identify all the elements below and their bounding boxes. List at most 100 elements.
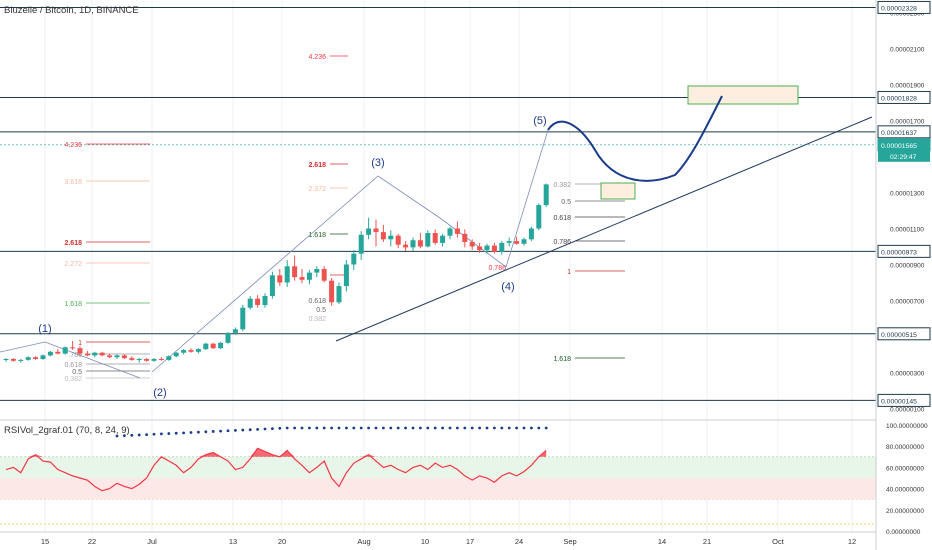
ma-dot [411,426,415,430]
candle [469,242,475,247]
fib-level-label: 0.618 [64,362,82,369]
ma-dot [145,433,149,436]
ma-dot [197,430,200,434]
ma-dot [544,426,548,430]
candle [454,228,460,234]
ma-dot [404,426,407,430]
ma-dot [115,434,119,438]
candle [47,351,53,356]
fib-level-label: 1.618 [553,356,571,363]
price-tick-label: 0.00001100 [890,227,924,234]
candle [255,298,261,305]
ma-dot [167,432,171,435]
time-tick-label: 14 [658,537,666,546]
fib-level-label: 0.786 [553,239,571,246]
ma-dot [219,429,223,433]
annotations: (1) (2) (3) (4) (5) [0,85,873,399]
fib-level-label: 0.618 [308,298,326,305]
wave-line [151,129,549,373]
candle [358,234,364,254]
fib-level-label: 0.786 [488,265,506,272]
ma-dot [189,431,193,434]
ma-dot [337,426,341,430]
symbol-title: Bluzelle / Bitcoin, 1D, BINANCE [4,5,139,16]
candle [195,349,201,352]
fib-level-label: 0.382 [553,182,571,189]
candle [181,350,187,353]
candle [536,205,542,229]
ma-dot [530,426,533,430]
ma-dot [256,427,259,431]
grid [44,0,853,532]
price-level-value: 0.00002328 [881,5,917,12]
candle [314,269,320,273]
price-level-value: 0.00001828 [881,95,917,102]
countdown-tag [878,150,930,162]
candle [158,359,164,360]
price-tick-label: 0.00001700 [890,119,925,126]
fib-level-label: 2.618 [308,162,326,169]
ma-dot [359,426,363,430]
candle [543,184,549,206]
candle [491,245,497,252]
ma-dot [160,432,163,436]
candle [188,350,194,352]
fib-level-label: 1 [567,269,571,276]
price-tick-label: 0.00000900 [890,263,925,270]
fib-labels: 4.2363.6182.6182.2721.6181.7860.6180.50.… [64,54,625,383]
time-tick-label: Sep [563,537,576,546]
trend-line [335,116,873,342]
candle [62,347,68,354]
fib-level-label: 1.618 [308,232,326,239]
candle [136,359,142,360]
price-level-value: 0.00000973 [881,249,917,256]
ma-dot [248,428,252,432]
ma-dot [211,430,215,433]
candle [351,253,357,265]
price-level-tag [877,393,931,407]
fib-level-label: 3.618 [64,179,82,186]
forecast-path [547,95,723,182]
candle [55,351,61,354]
candle [99,352,105,356]
fib-level-label: 0.5 [316,307,326,314]
fib-level-label: 0.5 [561,199,571,206]
ma-dot [322,426,326,430]
ma-dot [507,426,511,430]
ma-dot [130,433,134,437]
ma-dot [308,426,311,430]
ma-dot [463,426,467,430]
price-level-tag [877,125,931,139]
candle [388,235,394,240]
candle [343,264,349,287]
ma-dot [285,426,289,430]
time-tick-label: Aug [357,537,370,546]
candle [528,228,534,240]
fib-level-label: 0.5 [72,369,82,376]
candle [417,240,423,247]
ma-dot [522,426,526,430]
price-tick-label: 0.00001300 [890,191,925,198]
price-level-value: 0.00000145 [881,398,917,405]
candle [410,240,416,248]
candle [218,342,224,349]
candle [447,228,453,236]
rsi-band-upper [0,456,876,478]
ma-dot [123,434,126,438]
candle [33,357,39,359]
rsi-line [5,447,547,492]
price-tick-label: 0.00002100 [890,47,925,54]
ma-dot [241,428,245,432]
price-level-value: 0.00001637 [881,130,917,137]
candle [321,269,327,281]
ma-dot [330,426,333,430]
time-tick-label: 10 [421,537,429,546]
ma-dot [182,431,186,435]
fib-level-label: 0.618 [553,215,571,222]
ma-dot [500,426,504,430]
ma-dot [470,426,474,430]
wave-label: (4) [501,281,514,293]
fib-level-label: 4.236 [64,142,82,149]
